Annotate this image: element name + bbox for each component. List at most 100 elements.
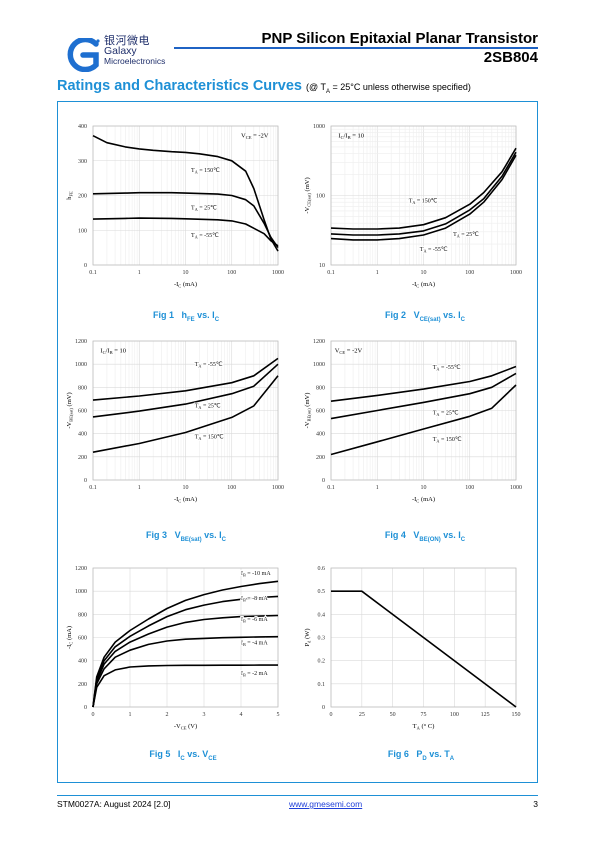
series-line-1 <box>92 595 279 708</box>
y-tick-label: 200 <box>78 455 87 461</box>
y-tick-label: 1200 <box>313 339 325 345</box>
logo-microelectronics: Microelectronics <box>104 56 166 66</box>
footer-page-number: 3 <box>533 799 538 809</box>
series-label-0: TA​ = 150℃ <box>191 168 220 175</box>
x-tick-label: 10 <box>421 485 427 491</box>
y-tick-label: 200 <box>78 682 87 688</box>
x-tick-label: 0 <box>92 712 95 718</box>
plot-border <box>330 340 517 481</box>
y-tick-label: 400 <box>78 432 87 438</box>
x-tick-label: 100 <box>465 270 474 276</box>
x-tick-label: 10 <box>421 270 427 276</box>
footer-website[interactable]: www.gmesemi.com <box>289 799 362 809</box>
gridlines <box>330 125 517 266</box>
series-label-2: IB​ = -6 mA <box>241 617 268 624</box>
footer-divider <box>57 795 538 796</box>
y-axis-label: -IC​ (mA) <box>66 626 74 649</box>
plot-area: 0.1 1 10 100 1000 10 100 1000 -IC​ (mA) -VCE(sat)… <box>304 124 522 289</box>
x-tick-label: 0 <box>330 712 333 718</box>
y-tick-label: 0.1 <box>318 682 326 688</box>
y-tick-label: 1000 <box>313 124 325 130</box>
series-line-0 <box>92 357 279 401</box>
plot-area: 0.1 1 10 100 1000 0 200 400 600 800 1000 1200 -IC​ (… <box>66 339 284 504</box>
x-tick-label: 1000 <box>510 270 522 276</box>
y-tick-label: 0 <box>84 705 87 711</box>
series-line-1 <box>330 151 517 236</box>
x-tick-label: 75 <box>421 712 427 718</box>
x-axis-label: -VCE​ (V) <box>174 723 197 731</box>
fig2-caption: Fig 2 VCE(sat) vs. IC <box>385 310 465 323</box>
x-tick-label: 1000 <box>272 485 284 491</box>
chart-note: VCE​ = -2V <box>241 133 269 141</box>
x-axis-label: -IC​ (mA) <box>412 281 435 289</box>
document-title: PNP Silicon Epitaxial Planar Transistor <box>261 30 539 47</box>
y-tick-label: 1200 <box>75 339 87 345</box>
y-axis-label: -VCE(sat)​ (mV) <box>304 177 312 213</box>
y-tick-label: 1200 <box>75 566 87 572</box>
x-tick-label: 100 <box>227 485 236 491</box>
y-tick-label: 0 <box>322 478 325 484</box>
website-link[interactable]: www.gmesemi.com <box>289 799 363 809</box>
x-tick-label: 3 <box>203 712 206 718</box>
series-label-2: TA​ = -55℃ <box>191 233 219 240</box>
x-tick-label: 5 <box>277 712 280 718</box>
y-axis-label: -VBE(on)​ (mV) <box>304 393 312 429</box>
series-label-3: IB​ = -4 mA <box>241 640 268 647</box>
x-axis-label: TA​ (° C) <box>413 723 435 731</box>
y-tick-label: 400 <box>78 659 87 665</box>
company-logo-text: 银河微电 Galaxy Microelectronics <box>104 35 166 67</box>
plot-area: 0.1 1 10 100 1000 0 100 200 300 400 -IC​ (mA) hFE​ V… <box>66 124 284 289</box>
galaxy-logo-icon <box>67 38 100 72</box>
series-label-4: IB​ = -2 mA <box>241 671 268 678</box>
chart-ic-vs-vce: 0 1 2 3 4 5 0 200 400 600 800 1000 1200 -VCE​ (V) -IC​… <box>66 566 280 731</box>
plot-border <box>330 567 517 708</box>
chart-note: VCE​ = -2V <box>335 348 363 356</box>
x-tick-label: 10 <box>183 485 189 491</box>
charts-frame <box>57 101 538 783</box>
series-label-2: TA​ = -55℃ <box>420 247 448 254</box>
x-tick-label: 100 <box>465 485 474 491</box>
section-title-text: Ratings and Characteristics Curves <box>57 78 302 94</box>
x-tick-label: 100 <box>450 712 459 718</box>
y-axis-label: Pd​ (W) <box>304 629 312 647</box>
chart-hfe-vs-ic: 0.1 1 10 100 1000 0 100 200 300 400 -IC​ (mA) hFE​ V… <box>66 124 284 289</box>
x-axis-label: -IC​ (mA) <box>174 496 197 504</box>
x-tick-label: 1 <box>138 485 141 491</box>
chart-vbesat-vs-ic: 0.1 1 10 100 1000 0 200 400 600 800 1000 1200 -IC​ (… <box>66 339 284 504</box>
logo-chinese: 银河微电 <box>104 35 150 47</box>
series-line-4 <box>92 664 278 708</box>
y-tick-label: 400 <box>316 432 325 438</box>
x-tick-label: 4 <box>240 712 243 718</box>
y-tick-label: 1000 <box>75 362 87 368</box>
y-tick-label: 200 <box>78 194 87 200</box>
x-tick-label: 25 <box>359 712 365 718</box>
x-tick-label: 1000 <box>510 485 522 491</box>
y-tick-label: 400 <box>78 124 87 130</box>
chart-note: IC​/IB​ = 10 <box>100 348 126 356</box>
chart-vcesat-vs-ic: 0.1 1 10 100 1000 10 100 1000 -IC​ (mA) -VCE(sat)… <box>304 124 522 289</box>
y-tick-label: 0.5 <box>318 589 326 595</box>
series-label-1: TA​ = 25℃ <box>191 205 217 212</box>
footer-doc-id: STM0027A: August 2024 [2.0] <box>57 799 171 809</box>
y-tick-label: 100 <box>78 228 87 234</box>
x-tick-label: 0.1 <box>89 270 97 276</box>
y-tick-label: 0.3 <box>318 636 326 642</box>
part-number: 2SB804 <box>483 49 538 66</box>
y-tick-label: 0 <box>322 705 325 711</box>
fig1-caption: Fig 1 hFE vs. IC <box>152 310 220 323</box>
series-label-0: TA​ = -55℃ <box>195 362 223 369</box>
header-divider <box>174 47 538 49</box>
series-line-1 <box>330 372 517 420</box>
y-tick-label: 10 <box>319 263 325 269</box>
x-tick-label: 150 <box>512 712 521 718</box>
plot-area: 0 25 50 75 100 125 150 0 0.1 0.2 0.3 0.4 0.5 0.6 TA​ (… <box>304 566 521 731</box>
series-label-2: TA​ = 150℃ <box>195 434 224 441</box>
series-line-0 <box>331 590 517 708</box>
x-axis-label: -IC​ (mA) <box>412 496 435 504</box>
x-tick-label: 1 <box>376 270 379 276</box>
x-tick-label: 0.1 <box>89 485 97 491</box>
y-tick-label: 0.2 <box>318 659 326 665</box>
x-tick-label: 1 <box>129 712 132 718</box>
series-line-0 <box>92 134 279 252</box>
series-line-1 <box>92 191 279 249</box>
